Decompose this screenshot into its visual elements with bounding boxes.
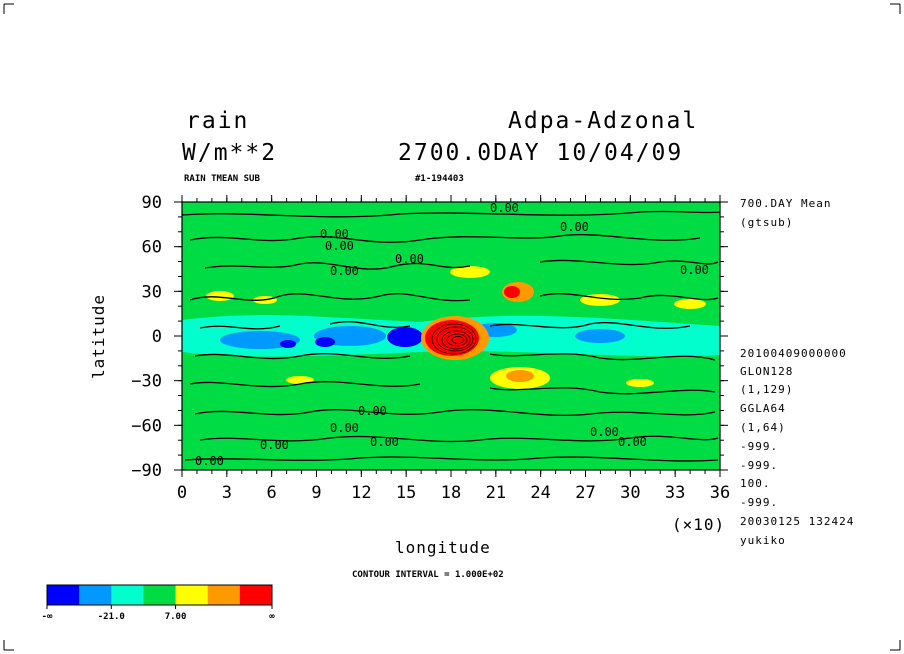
y-tick-label: 30 bbox=[142, 282, 162, 302]
axis-ticks bbox=[174, 195, 728, 477]
side-info-3: 20100409000000 bbox=[740, 347, 847, 360]
side-info-2: (gtsub) bbox=[740, 216, 794, 229]
side-info-5: (1,129) bbox=[740, 383, 794, 396]
contour-value-label: 0.00 bbox=[490, 201, 519, 215]
contour-interval-note: CONTOUR INTERVAL = 1.000E+02 bbox=[352, 570, 504, 580]
x-tick-label: 24 bbox=[530, 483, 550, 503]
y-tick-label: 60 bbox=[142, 238, 162, 258]
colorbar-swatch bbox=[239, 585, 273, 605]
plot-area bbox=[181, 201, 721, 471]
contour-label-layer: 0.000.00 0.000.000.000.000.000.000.00 0.00… bbox=[195, 201, 709, 468]
x-tick-label: 36 bbox=[710, 483, 730, 503]
experiment-label: Adpa-Adzonal bbox=[508, 108, 699, 134]
subtitle-left: RAIN TMEAN SUB bbox=[184, 174, 260, 184]
y-tick-label: −30 bbox=[131, 372, 162, 392]
x-tick-label: 9 bbox=[311, 483, 321, 503]
colorbar-swatch bbox=[175, 585, 209, 605]
y-axis-title: latitude bbox=[89, 293, 109, 380]
x-tick-label: 21 bbox=[486, 483, 506, 503]
colorbar-tick-label: 7.00 bbox=[165, 612, 187, 622]
side-info-8: -999. bbox=[740, 440, 779, 453]
colorbar-swatch bbox=[207, 585, 241, 605]
contour-value-label: 0.00 bbox=[680, 263, 709, 277]
colorbar-tick-label: -∞ bbox=[42, 612, 53, 622]
x-tick-label: 33 bbox=[665, 483, 685, 503]
side-info-7: (1,64) bbox=[740, 421, 786, 434]
side-info-6: GGLA64 bbox=[740, 402, 786, 415]
x-tick-label: 6 bbox=[267, 483, 277, 503]
contour-value-label: 0.00 bbox=[330, 421, 359, 435]
side-info-9: -999. bbox=[740, 459, 779, 472]
side-info-13: yukiko bbox=[740, 534, 786, 547]
side-info-1: 700.DAY Mean bbox=[740, 197, 832, 210]
colorbar: -∞ -21.0 7.00 ∞ bbox=[42, 584, 275, 622]
x-multiplier-label: (×10) bbox=[672, 515, 726, 534]
y-tick-label: 0 bbox=[152, 327, 162, 347]
y-tick-label: 90 bbox=[142, 193, 162, 213]
contour-value-label: 0.00 bbox=[325, 239, 354, 253]
contour-value-label: 0.00 bbox=[560, 220, 589, 234]
colorbar-swatch bbox=[111, 585, 144, 605]
contour-value-label: 0.00 bbox=[590, 425, 619, 439]
y-tick-label: −60 bbox=[131, 416, 162, 436]
x-tick-label: 12 bbox=[351, 483, 371, 503]
x-tick-label: 27 bbox=[575, 483, 595, 503]
colorbar-tick-label: ∞ bbox=[269, 612, 275, 622]
contour-value-label: 0.00 bbox=[330, 264, 359, 278]
zero-contours bbox=[181, 210, 721, 462]
x-tick-label: 0 bbox=[177, 483, 187, 503]
contour-value-label: 0.00 bbox=[395, 252, 424, 266]
variable-name: rain bbox=[186, 108, 250, 134]
side-info-12: 20030125 132424 bbox=[740, 515, 855, 528]
side-info-10: 100. bbox=[740, 477, 771, 490]
side-info-11: -999. bbox=[740, 496, 779, 509]
side-info-4: GLON128 bbox=[740, 365, 794, 378]
x-axis-title: longitude bbox=[395, 538, 491, 557]
units-label: W/m**2 bbox=[182, 140, 278, 166]
contour-value-label: 0.00 bbox=[618, 435, 647, 449]
contour-value-label: 0.00 bbox=[358, 404, 387, 418]
x-tick-label: 15 bbox=[396, 483, 416, 503]
contour-value-label: 0.00 bbox=[260, 438, 289, 452]
contour-value-label: 0.00 bbox=[370, 435, 399, 449]
colorbar-frame bbox=[46, 584, 273, 606]
time-label: 2700.0DAY 10/04/09 bbox=[398, 140, 684, 166]
y-tick-label: −90 bbox=[131, 461, 162, 481]
colorbar-swatch bbox=[47, 585, 80, 605]
colorbar-swatch bbox=[79, 585, 112, 605]
contour-value-label: 0.00 bbox=[320, 227, 349, 241]
colorbar-tick-label: -21.0 bbox=[98, 612, 125, 622]
x-tick-label: 3 bbox=[222, 483, 232, 503]
colorbar-swatch bbox=[143, 585, 177, 605]
x-tick-label: 30 bbox=[620, 483, 640, 503]
corner-marks bbox=[3, 3, 901, 651]
x-tick-label: 18 bbox=[441, 483, 461, 503]
contour-value-label: 0.00 bbox=[195, 454, 224, 468]
subtitle-center: #1-194403 bbox=[415, 174, 464, 184]
